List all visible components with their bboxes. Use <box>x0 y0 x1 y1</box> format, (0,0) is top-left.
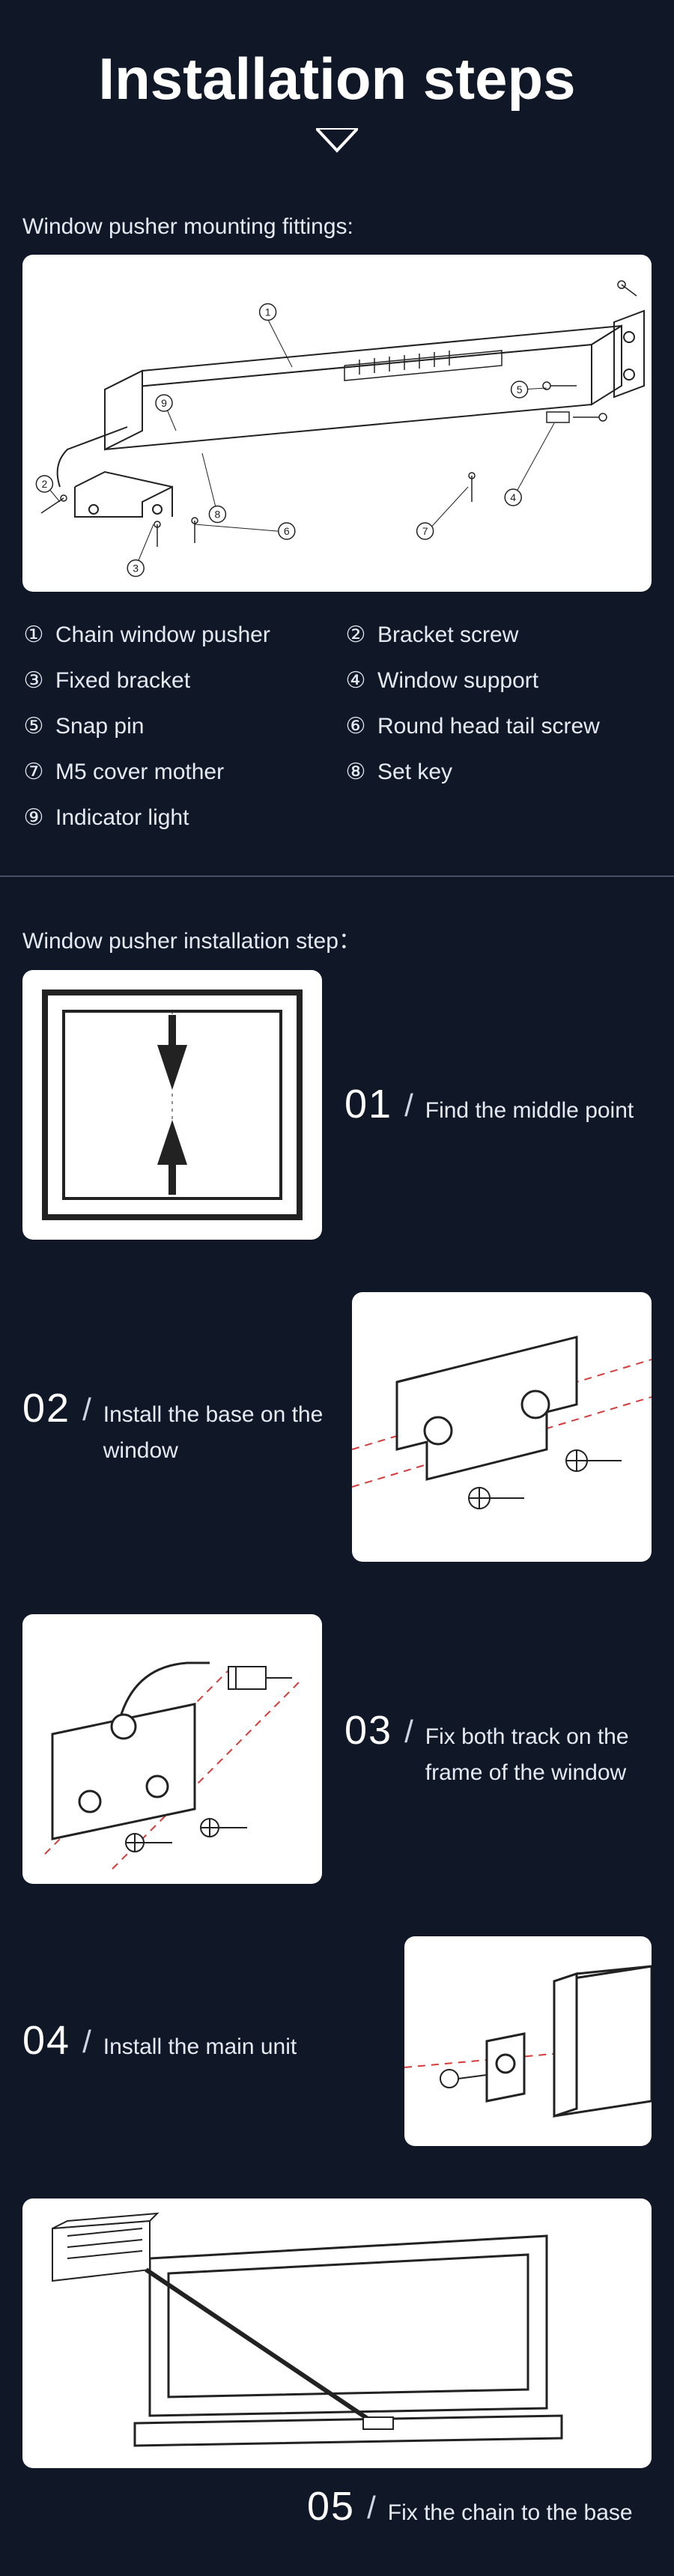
part-item: ⑧ Set key <box>344 759 652 785</box>
parts-list: ① Chain window pusher ② Bracket screw ③ Fixed… <box>22 622 652 831</box>
part-number: ⑤ <box>22 713 45 739</box>
part-item: ② Bracket screw <box>344 622 652 648</box>
step-02-figure <box>352 1292 652 1562</box>
svg-text:3: 3 <box>133 563 139 575</box>
step-04: 04 / Install the main unit <box>22 1936 652 2146</box>
step-slash: / <box>82 1392 91 1428</box>
divider <box>0 876 674 877</box>
svg-text:4: 4 <box>510 491 516 503</box>
step-num: 03 <box>344 1707 392 1754</box>
page: Installation steps Window pusher mountin… <box>0 0 674 2576</box>
steps-section-label: Window pusher installation step： <box>22 922 652 955</box>
fittings-section-label: Window pusher mounting fittings: <box>22 214 652 240</box>
part-item: ④ Window support <box>344 667 652 694</box>
part-number: ① <box>22 622 45 648</box>
step-03-figure <box>22 1614 322 1884</box>
part-number: ② <box>344 622 367 648</box>
step-slash: / <box>82 2024 91 2060</box>
step-num: 04 <box>22 2017 70 2064</box>
svg-text:9: 9 <box>161 397 167 409</box>
part-label: Fixed bracket <box>55 668 190 694</box>
part-item: ③ Fixed bracket <box>22 667 330 694</box>
part-number: ⑥ <box>344 713 367 739</box>
step-02: 02 / Install the base on the window <box>22 1292 652 1562</box>
part-number: ⑦ <box>22 759 45 785</box>
step-slash: / <box>404 1088 413 1124</box>
step-05-figure <box>22 2198 652 2468</box>
part-item: ⑥ Round head tail screw <box>344 713 652 739</box>
svg-text:5: 5 <box>517 384 523 396</box>
part-label: Chain window pusher <box>55 622 270 648</box>
part-item: ⑦ M5 cover mother <box>22 759 330 785</box>
step-03-caption: 03 / Fix both track on the frame of the … <box>344 1707 652 1791</box>
step-desc: Fix the chain to the base <box>388 2495 633 2531</box>
step-01-figure <box>22 970 322 1240</box>
svg-text:1: 1 <box>265 306 271 318</box>
steps-list: 01 / Find the middle point <box>22 970 652 2531</box>
step-num: 05 <box>307 2483 355 2530</box>
part-label: Round head tail screw <box>377 714 600 739</box>
part-label: Bracket screw <box>377 622 518 648</box>
step-num: 01 <box>344 1081 392 1127</box>
part-item: ① Chain window pusher <box>22 622 330 648</box>
step-03: 03 / Fix both track on the frame of the … <box>22 1614 652 1884</box>
step-slash: / <box>404 1714 413 1750</box>
step-desc: Install the base on the window <box>103 1397 328 1469</box>
svg-text:2: 2 <box>42 478 48 490</box>
step-01-caption: 01 / Find the middle point <box>344 1081 652 1129</box>
part-label: Window support <box>377 668 538 694</box>
part-number: ⑨ <box>22 804 45 831</box>
part-number: ④ <box>344 667 367 694</box>
step-02-caption: 02 / Install the base on the window <box>22 1385 330 1469</box>
step-01: 01 / Find the middle point <box>22 970 652 1240</box>
step-slash: / <box>367 2490 376 2526</box>
step-desc: Find the middle point <box>425 1093 634 1129</box>
part-label: Set key <box>377 760 452 785</box>
part-label: Snap pin <box>55 714 144 739</box>
step-04-caption: 04 / Install the main unit <box>22 2017 382 2065</box>
step-05: 05 / Fix the chain to the base <box>22 2198 652 2531</box>
part-label: Indicator light <box>55 805 189 831</box>
fittings-diagram: 1 2 3 4 5 6 7 8 9 <box>22 255 652 592</box>
part-number: ⑧ <box>344 759 367 785</box>
svg-text:6: 6 <box>284 525 290 537</box>
page-title: Installation steps <box>22 45 652 113</box>
part-label: M5 cover mother <box>55 760 224 785</box>
part-item: ⑤ Snap pin <box>22 713 330 739</box>
step-04-figure <box>404 1936 652 2146</box>
step-num: 02 <box>22 1385 70 1431</box>
part-item: ⑨ Indicator light <box>22 804 330 831</box>
svg-text:7: 7 <box>422 525 428 537</box>
part-number: ③ <box>22 667 45 694</box>
step-05-caption: 05 / Fix the chain to the base <box>22 2483 652 2531</box>
title-decor-triangle <box>22 128 652 162</box>
svg-text:8: 8 <box>215 509 221 521</box>
step-desc: Fix both track on the frame of the windo… <box>425 1719 652 1791</box>
step-desc: Install the main unit <box>103 2029 297 2065</box>
